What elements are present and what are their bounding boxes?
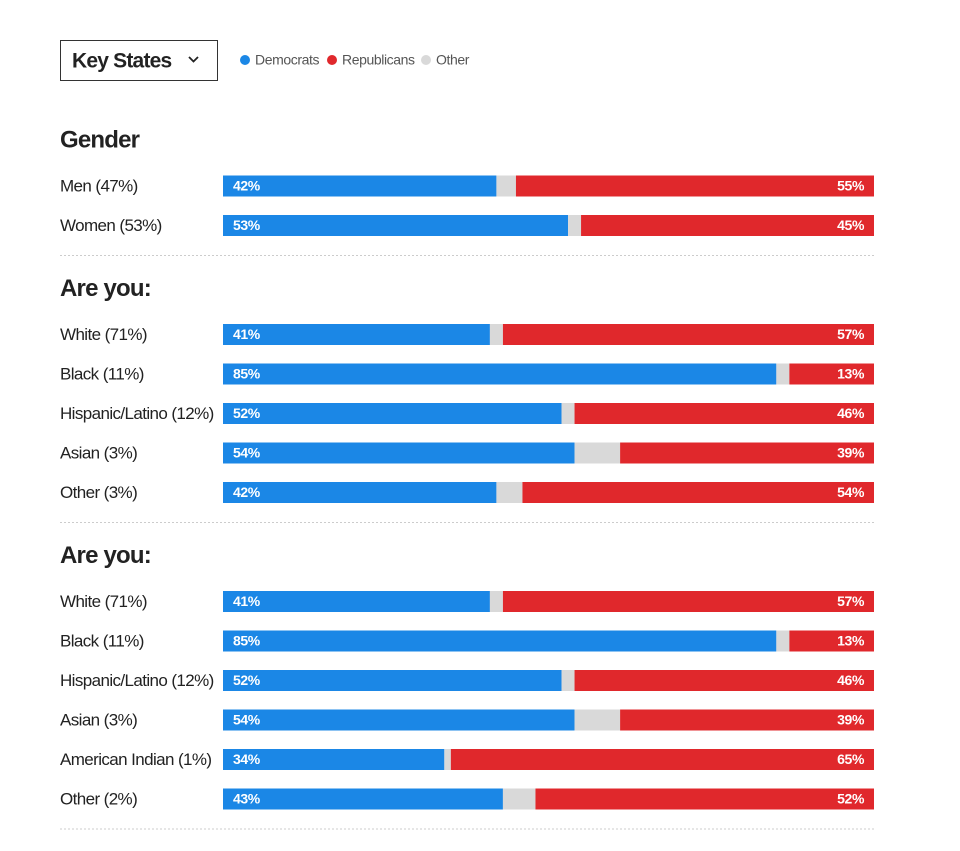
section-title: Are you: — [60, 275, 151, 302]
value-label: 54% — [837, 484, 865, 500]
bar-democrats — [223, 363, 777, 385]
bar-democrats — [223, 215, 569, 236]
row-label: Hispanic/Latino (12%) — [60, 404, 214, 423]
value-label: 57% — [837, 326, 865, 342]
bar-other — [561, 670, 575, 691]
bar-democrats — [223, 670, 562, 691]
row-label: Hispanic/Latino (12%) — [60, 671, 214, 690]
legend-swatch — [421, 55, 431, 65]
row-label: Asian (3%) — [60, 443, 137, 462]
value-label: 54% — [233, 445, 261, 461]
bar-democrats — [223, 324, 490, 345]
bar-republicans — [502, 591, 874, 612]
bar-republicans — [535, 788, 874, 810]
bar-other — [776, 630, 790, 652]
row-label: Black (11%) — [60, 631, 144, 650]
bar-other — [489, 324, 503, 345]
value-label: 46% — [837, 672, 865, 688]
value-label: 13% — [837, 633, 865, 649]
bar-republicans — [620, 709, 874, 731]
bar-democrats — [223, 442, 575, 464]
legend-label: Other — [436, 52, 470, 68]
bar-republicans — [502, 324, 874, 345]
value-label: 53% — [233, 217, 261, 233]
value-label: 34% — [233, 751, 261, 767]
value-label: 13% — [837, 366, 865, 382]
bar-republicans — [450, 749, 874, 770]
bar-other — [444, 749, 451, 770]
bar-republicans — [789, 630, 874, 652]
value-label: 85% — [233, 366, 261, 382]
value-label: 46% — [837, 405, 865, 421]
bar-republicans — [522, 482, 874, 503]
value-label: 57% — [837, 593, 865, 609]
bar-other — [561, 403, 575, 424]
section-title: Gender — [60, 126, 140, 153]
bar-democrats — [223, 403, 562, 424]
bar-republicans — [574, 670, 874, 691]
row-label: Women (53%) — [60, 216, 162, 235]
bar-democrats — [223, 175, 497, 197]
value-label: 65% — [837, 751, 865, 767]
bar-democrats — [223, 482, 497, 503]
legend-swatch — [240, 55, 250, 65]
bar-democrats — [223, 749, 445, 770]
value-label: 42% — [233, 484, 261, 500]
bar-other — [502, 788, 536, 810]
bar-other — [496, 482, 523, 503]
value-label: 55% — [837, 178, 865, 194]
value-label: 41% — [233, 326, 261, 342]
section-title: Are you: — [60, 542, 151, 569]
bar-democrats — [223, 591, 490, 612]
value-label: 41% — [233, 593, 261, 609]
bar-other — [776, 363, 790, 385]
value-label: 39% — [837, 445, 865, 461]
dropdown[interactable]: Key States — [60, 40, 218, 81]
value-label: 43% — [233, 791, 261, 807]
value-label: 42% — [233, 178, 261, 194]
bar-other — [489, 591, 503, 612]
legend-swatch — [327, 55, 337, 65]
bar-democrats — [223, 788, 503, 810]
row-label: White (71%) — [60, 592, 147, 611]
bar-republicans — [581, 215, 874, 236]
row-label: Black (11%) — [60, 364, 144, 383]
bar-republicans — [574, 403, 874, 424]
dropdown-label[interactable]: Key States — [72, 50, 172, 73]
row-label: American Indian (1%) — [60, 750, 211, 769]
chevron-icon[interactable] — [188, 56, 199, 63]
value-label: 85% — [233, 633, 261, 649]
value-label: 52% — [233, 672, 261, 688]
bar-other — [574, 709, 621, 731]
value-label: 45% — [837, 217, 865, 233]
row-label: Men (47%) — [60, 176, 138, 195]
bar-other — [496, 175, 516, 197]
bar-republicans — [789, 363, 874, 385]
bar-other — [574, 442, 621, 464]
row-label: Asian (3%) — [60, 710, 137, 729]
row-label: White (71%) — [60, 325, 147, 344]
value-label: 54% — [233, 712, 261, 728]
value-label: 39% — [837, 712, 865, 728]
bar-democrats — [223, 709, 575, 731]
row-label: Other (3%) — [60, 483, 137, 502]
value-label: 52% — [233, 405, 261, 421]
legend-label: Democrats — [255, 52, 319, 68]
row-label: Other (2%) — [60, 789, 137, 808]
bar-republicans — [620, 442, 874, 464]
bar-democrats — [223, 630, 777, 652]
bar-republicans — [515, 175, 874, 197]
legend-label: Republicans — [342, 52, 415, 68]
bar-other — [568, 215, 582, 236]
value-label: 52% — [837, 791, 865, 807]
